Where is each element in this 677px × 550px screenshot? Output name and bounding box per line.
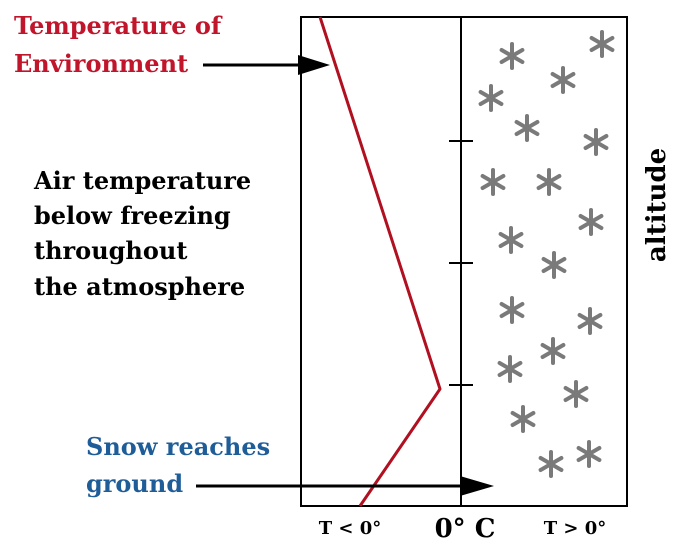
snowflake-icon (578, 208, 604, 236)
air-temperature-line: below freezing (34, 201, 231, 230)
altitude-label: altitude (642, 148, 672, 262)
snowflake-icon (497, 355, 523, 383)
t-above-zero-label: T > 0° (544, 518, 607, 539)
arrow-icon (196, 476, 494, 496)
snowflake-icon (514, 114, 540, 142)
snowflake-icon (510, 405, 536, 433)
snowflake-icon (577, 307, 603, 335)
snowflake-icon (540, 337, 566, 365)
snowflake-icon (538, 450, 564, 478)
snowflake-icon (478, 84, 504, 112)
snowflake-icon (499, 42, 525, 70)
environment-temperature-line (318, 16, 442, 507)
snowflake-icon (583, 128, 609, 156)
snowflake-group (478, 30, 615, 478)
snowflake-icon (550, 66, 576, 94)
snowflake-icon (480, 168, 506, 196)
snowflake-icon (498, 226, 524, 254)
snowflake-icon (536, 168, 562, 196)
snow-label-line1: Snow reaches (86, 432, 270, 461)
zero-degree-label: 0° C (435, 514, 496, 544)
snowflake-icon (589, 30, 615, 58)
snowflake-icon (541, 251, 567, 279)
t-below-zero-label: T < 0° (319, 518, 382, 539)
diagram-frame (300, 16, 628, 507)
air-temperature-line: Air temperature (33, 166, 251, 195)
snowflake-icon (499, 296, 525, 324)
environment-label-line1: Temperature of (14, 11, 223, 40)
air-temperature-line: the atmosphere (34, 272, 245, 301)
environment-label-line2: Environment (14, 49, 188, 78)
arrow-icon (203, 55, 330, 75)
air-temperature-line: throughout (34, 236, 187, 265)
snow-label-line2: ground (86, 469, 183, 498)
snowflake-icon (576, 440, 602, 468)
snowflake-icon (563, 380, 589, 408)
